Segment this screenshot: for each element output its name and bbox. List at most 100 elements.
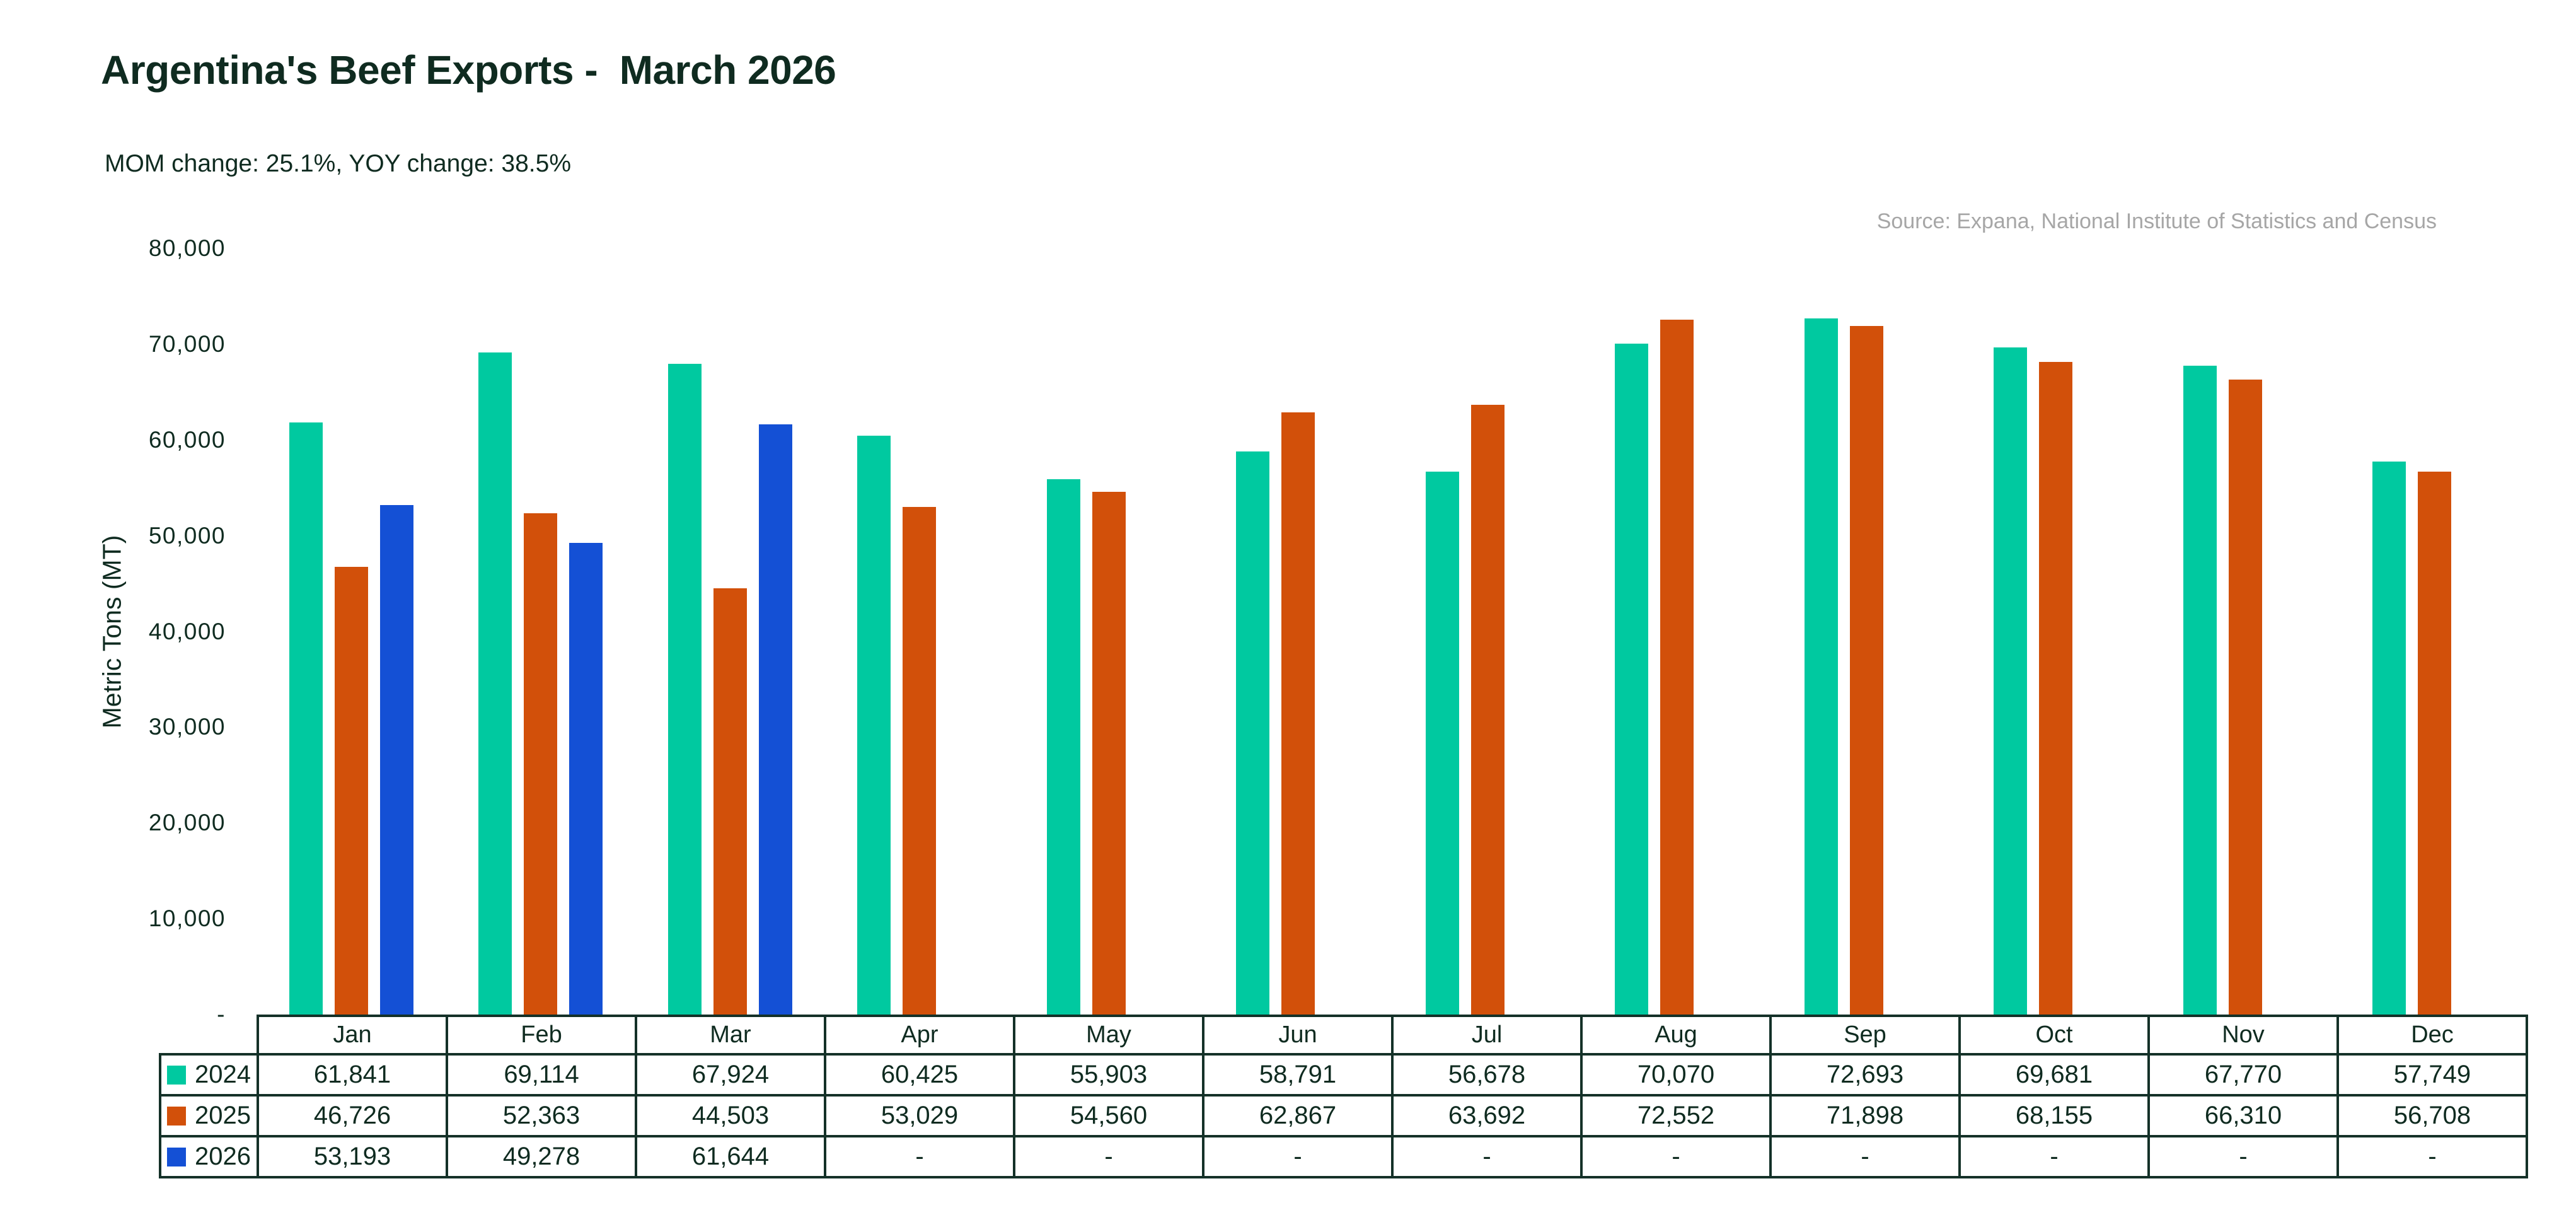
- bar-2024-nov: [2183, 365, 2217, 1015]
- y-tick-40000: 40,000: [148, 618, 226, 644]
- value-cell-2024-feb: 69,114: [446, 1053, 637, 1097]
- bar-slot-2026-dec: [2463, 248, 2497, 1015]
- value-cell-2024-dec: 57,749: [2336, 1053, 2528, 1097]
- table-row-2024: 2024 61,841 69,114 67,924 60,425 55,903 58,791…: [159, 1053, 2528, 1097]
- y-tick-50000: 50,000: [148, 522, 226, 549]
- bar-2024-jan: [289, 422, 323, 1015]
- bar-slot-2026-nov: [2274, 248, 2307, 1015]
- legend-cell-2024: 2024: [159, 1053, 259, 1097]
- month-header-mar: Mar: [635, 1015, 826, 1056]
- month-header-jul: Jul: [1391, 1015, 1583, 1056]
- value-cell-2024-sep: 72,693: [1769, 1053, 1961, 1097]
- bar-slot-2025-feb: [524, 248, 558, 1015]
- y-tick-20000: 20,000: [148, 810, 226, 836]
- month-header-apr: Apr: [824, 1015, 1015, 1056]
- bar-slot-2025-jan: [334, 248, 368, 1015]
- bar-slot-2026-mar: [758, 248, 792, 1015]
- y-tick-70000: 70,000: [148, 330, 226, 357]
- bar-2024-mar: [667, 364, 702, 1015]
- value-cell-2024-nov: 67,770: [2147, 1053, 2339, 1097]
- value-cell-2026-feb: 49,278: [446, 1135, 637, 1178]
- y-tick-60000: 60,000: [148, 426, 226, 453]
- legend-label-2026: 2026: [195, 1143, 251, 1170]
- bar-group-oct: [1961, 248, 2151, 1015]
- bar-2025-jun: [1281, 412, 1315, 1015]
- bar-2024-aug: [1615, 343, 1649, 1015]
- bar-slot-2026-jan: [379, 248, 413, 1015]
- bar-slot-2026-jun: [1327, 248, 1360, 1015]
- value-cell-2025-apr: 53,029: [824, 1094, 1015, 1137]
- legend-swatch-2025: [167, 1106, 186, 1126]
- value-cell-2026-nov: -: [2147, 1135, 2339, 1178]
- value-cell-2024-may: 55,903: [1013, 1053, 1204, 1097]
- page-title: Argentina's Beef Exports - March 2026: [101, 47, 836, 93]
- month-header-sep: Sep: [1769, 1015, 1961, 1056]
- bar-slot-2025-jun: [1281, 248, 1315, 1015]
- bar-slot-2025-may: [1092, 248, 1126, 1015]
- bar-slot-2026-feb: [569, 248, 603, 1015]
- value-cell-2024-aug: 70,070: [1580, 1053, 1772, 1097]
- value-cell-2026-sep: -: [1769, 1135, 1961, 1178]
- bar-slot-2024-jul: [1425, 248, 1459, 1015]
- bar-group-jul: [1393, 248, 1583, 1015]
- bar-group-mar: [635, 248, 825, 1015]
- bar-2026-mar: [758, 424, 792, 1015]
- bar-slot-2025-oct: [2039, 248, 2073, 1015]
- plot-area: [257, 248, 2529, 1015]
- bar-2024-apr: [857, 436, 891, 1015]
- value-cell-2026-oct: -: [1958, 1135, 2150, 1178]
- month-header-jun: Jun: [1202, 1015, 1394, 1056]
- table-row-2025: 2025 46,726 52,363 44,503 53,029 54,560 62,867…: [159, 1094, 2528, 1137]
- y-axis-ticks: 80,000 70,000 60,000 50,000 40,000 30,000 20,0…: [38, 235, 226, 1027]
- bar-slot-2024-may: [1046, 248, 1080, 1015]
- value-cell-2025-sep: 71,898: [1769, 1094, 1961, 1137]
- source-note: Source: Expana, National Institute of St…: [1876, 209, 2437, 233]
- bar-2025-jul: [1470, 404, 1505, 1015]
- bar-2024-feb: [478, 352, 512, 1015]
- value-cell-2025-nov: 66,310: [2147, 1094, 2339, 1137]
- legend-label-2025: 2025: [195, 1102, 251, 1129]
- value-cell-2026-dec: -: [2336, 1135, 2528, 1178]
- value-cell-2024-mar: 67,924: [635, 1053, 826, 1097]
- bar-slot-2024-nov: [2183, 248, 2217, 1015]
- bar-group-jan: [257, 248, 446, 1015]
- bar-slot-2025-aug: [1660, 248, 1694, 1015]
- value-cell-2024-oct: 69,681: [1958, 1053, 2150, 1097]
- bar-slot-2024-mar: [667, 248, 702, 1015]
- month-header-aug: Aug: [1580, 1015, 1772, 1056]
- value-cell-2025-aug: 72,552: [1580, 1094, 1772, 1137]
- value-cell-2025-feb: 52,363: [446, 1094, 637, 1137]
- bar-slot-2024-dec: [2372, 248, 2406, 1015]
- y-tick-80000: 80,000: [148, 235, 226, 261]
- bar-slot-2024-oct: [1994, 248, 2028, 1015]
- legend-label-2024: 2024: [195, 1061, 251, 1088]
- table-body: Jan Feb Mar Apr May Jun Jul Aug Sep Oct Nov Dec 2024…: [159, 1015, 2528, 1178]
- bar-slot-2026-jul: [1516, 248, 1550, 1015]
- bar-slot-2025-apr: [903, 248, 937, 1015]
- legend-inner-2024: 2024: [161, 1061, 257, 1089]
- bar-group-apr: [825, 248, 1015, 1015]
- bar-slot-2025-sep: [1849, 248, 1883, 1015]
- legend-inner-2025: 2025: [161, 1102, 257, 1130]
- bar-group-feb: [446, 248, 636, 1015]
- value-cell-2024-jun: 58,791: [1202, 1053, 1394, 1097]
- bar-slot-2026-may: [1138, 248, 1171, 1015]
- bar-slot-2024-feb: [478, 248, 512, 1015]
- bar-slot-2025-mar: [713, 248, 747, 1015]
- bar-slot-2025-dec: [2418, 248, 2452, 1015]
- legend-cell-2026: 2026: [159, 1135, 259, 1178]
- bar-2024-jul: [1425, 472, 1459, 1015]
- month-header-nov: Nov: [2147, 1015, 2339, 1056]
- value-cell-2025-jul: 63,692: [1391, 1094, 1583, 1137]
- bar-group-sep: [1772, 248, 1961, 1015]
- y-tick-10000: 10,000: [148, 905, 226, 932]
- bar-slot-2024-jun: [1236, 248, 1270, 1015]
- bar-slot-2025-nov: [2228, 248, 2262, 1015]
- bar-2025-may: [1092, 492, 1126, 1015]
- value-cell-2025-may: 54,560: [1013, 1094, 1204, 1137]
- value-cell-2025-oct: 68,155: [1958, 1094, 2150, 1137]
- bar-slot-2026-sep: [1895, 248, 1929, 1015]
- bar-2024-may: [1046, 479, 1080, 1015]
- value-cell-2026-apr: -: [824, 1135, 1015, 1178]
